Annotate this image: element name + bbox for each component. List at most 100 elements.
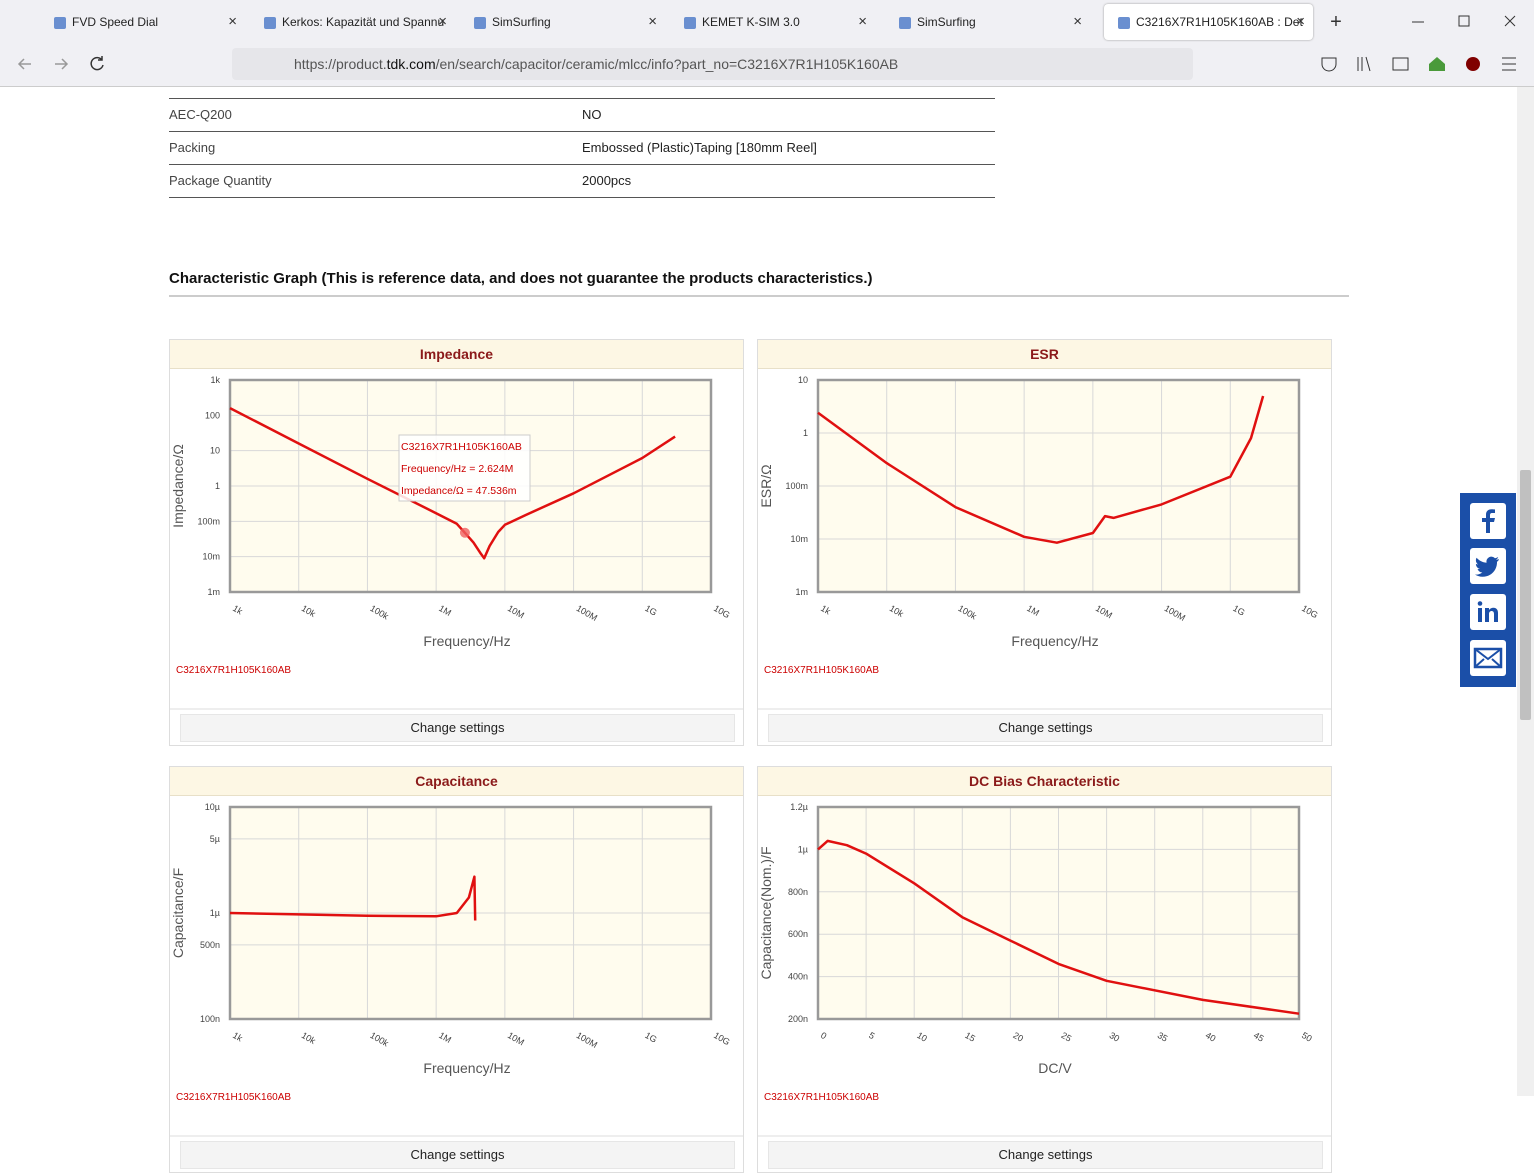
y-tick-label: 100n bbox=[200, 1014, 220, 1024]
x-tick-label: 100k bbox=[956, 603, 978, 622]
back[interactable] bbox=[17, 58, 31, 70]
series-line bbox=[817, 839, 1300, 1015]
row-value: NO bbox=[582, 107, 602, 122]
tab-close[interactable]: × bbox=[858, 13, 867, 30]
home[interactable] bbox=[1429, 57, 1445, 71]
x-tick-label: 35 bbox=[1156, 1030, 1170, 1044]
maximize[interactable] bbox=[1458, 15, 1470, 27]
pocket[interactable] bbox=[1321, 57, 1337, 72]
y-tick-label: 1 bbox=[215, 481, 220, 491]
x-tick-label: 100M bbox=[575, 1030, 599, 1050]
x-tick-label: 50 bbox=[1300, 1030, 1314, 1044]
x-tick-label: 1k bbox=[231, 1030, 245, 1044]
y-tick-label: 10m bbox=[202, 552, 220, 562]
x-tick-label: 1M bbox=[1025, 603, 1041, 618]
tab-close[interactable]: × bbox=[228, 13, 237, 30]
plot-border bbox=[228, 378, 713, 594]
tab-close[interactable]: × bbox=[648, 13, 657, 30]
y-axis-title: Capacitance(Nom.)/F bbox=[758, 846, 774, 979]
y-tick-label: 10 bbox=[210, 446, 220, 456]
table-row: Package Quantity 2000pcs bbox=[169, 164, 995, 198]
url-bar[interactable]: https://product.tdk.com/en/search/capaci… bbox=[232, 48, 1193, 80]
tooltip-line: C3216X7R1H105K160AB bbox=[401, 441, 522, 453]
y-tick-label: 1m bbox=[207, 587, 220, 597]
tab[interactable]: SimSurfing × bbox=[460, 4, 665, 40]
facebook-button[interactable] bbox=[1470, 503, 1506, 539]
change-settings-button[interactable]: Change settings bbox=[768, 714, 1323, 742]
x-tick-label: 1M bbox=[437, 603, 453, 618]
series-line bbox=[229, 875, 477, 921]
ublock[interactable] bbox=[1466, 57, 1480, 71]
menu[interactable] bbox=[1502, 57, 1516, 71]
tab[interactable]: Kerkos: Kapazität und Spannu × bbox=[250, 4, 455, 40]
linkedin-button[interactable] bbox=[1470, 594, 1506, 630]
twitter-button[interactable] bbox=[1470, 548, 1506, 584]
tab[interactable]: SimSurfing × bbox=[885, 4, 1090, 40]
tab-close[interactable]: × bbox=[438, 13, 447, 30]
url-scheme: https://product. bbox=[294, 56, 387, 72]
chart: 1k 10k 100k 1M 10M 100M 1G 10G 1m 10m 100m 1 10 ESR/Ω… bbox=[758, 375, 1331, 710]
tab[interactable]: KEMET K-SIM 3.0 × bbox=[670, 4, 875, 40]
tab-close[interactable]: × bbox=[1073, 13, 1082, 30]
change-settings-button[interactable]: Change settings bbox=[180, 1141, 735, 1169]
x-tick-label: 10M bbox=[506, 1030, 526, 1047]
x-tick-label: 10G bbox=[1300, 603, 1320, 620]
x-tick-label: 100k bbox=[368, 603, 390, 622]
library[interactable] bbox=[1357, 56, 1371, 72]
table-row: Packing Embossed (Plastic)Taping [180mm R… bbox=[169, 131, 995, 165]
x-tick-label: 10M bbox=[506, 603, 526, 620]
tab-title: Kerkos: Kapazität und Spannu bbox=[282, 15, 445, 29]
x-tick-label: 10G bbox=[712, 603, 732, 620]
new-tab[interactable]: + bbox=[1330, 11, 1342, 33]
chart-panel: 1k 10k 100k 1M 10M 100M 1G 10G 1m 10m 100m 1 10 100 1k… bbox=[169, 339, 744, 746]
tab[interactable]: FVD Speed Dial × bbox=[40, 4, 245, 40]
y-tick-label: 1µ bbox=[798, 844, 808, 854]
tab[interactable]: C3216X7R1H105K160AB : Det × bbox=[1104, 4, 1313, 40]
series-line bbox=[817, 395, 1265, 544]
tab-icon bbox=[899, 16, 911, 29]
browser-chrome: FVD Speed Dial × Kerkos: Kapazität und Spa… bbox=[0, 0, 1534, 87]
x-tick-label: 10G bbox=[712, 1030, 732, 1047]
x-tick-label: 30 bbox=[1108, 1030, 1122, 1044]
chart: 1k 10k 100k 1M 10M 100M 1G 10G 100n 500n 1µ 5µ 10µ Ca… bbox=[170, 802, 743, 1137]
row-label: Package Quantity bbox=[169, 173, 272, 188]
tab-close[interactable]: × bbox=[1296, 13, 1305, 30]
tab-title: SimSurfing bbox=[917, 15, 976, 29]
y-axis-title: Capacitance/F bbox=[170, 868, 186, 958]
y-tick-label: 5µ bbox=[210, 834, 220, 844]
legend-entry: C3216X7R1H105K160AB bbox=[176, 1092, 291, 1103]
url-path: /en/search/capacitor/ceramic/mlcc/info?p… bbox=[435, 56, 899, 72]
y-tick-label: 1m bbox=[795, 587, 808, 597]
x-tick-label: 25 bbox=[1060, 1030, 1074, 1044]
y-tick-label: 100m bbox=[197, 516, 220, 526]
y-tick-label: 1 bbox=[803, 428, 808, 438]
y-tick-label: 200n bbox=[788, 1014, 808, 1024]
x-tick-label: 100M bbox=[1163, 603, 1187, 623]
email-button[interactable] bbox=[1470, 640, 1506, 676]
scrollbar[interactable] bbox=[1517, 86, 1534, 1096]
tooltip bbox=[398, 434, 531, 502]
row-label: Packing bbox=[169, 140, 216, 155]
forward[interactable] bbox=[55, 58, 69, 70]
reload[interactable] bbox=[90, 56, 104, 71]
legend-entry: C3216X7R1H105K160AB bbox=[176, 665, 291, 676]
legend-entry: C3216X7R1H105K160AB bbox=[764, 665, 879, 676]
hover-point bbox=[459, 527, 470, 538]
y-tick-label: 10m bbox=[790, 534, 808, 544]
scroll-thumb[interactable] bbox=[1520, 470, 1531, 720]
change-settings-button[interactable]: Change settings bbox=[768, 1141, 1323, 1169]
x-tick-label: 1G bbox=[643, 603, 658, 618]
change-settings-button[interactable]: Change settings bbox=[180, 714, 735, 742]
section-title: Characteristic Graph (This is reference … bbox=[169, 270, 873, 287]
sidebar[interactable] bbox=[1392, 57, 1409, 71]
divider bbox=[169, 295, 1349, 297]
x-tick-label: 1k bbox=[819, 603, 833, 617]
chart-panel: 0 5 10 15 20 25 30 35 40 45 50 200n 400n 600n 800n 1µ 1.… bbox=[757, 766, 1332, 1173]
toolbar-icons: + bbox=[17, 11, 1516, 72]
plot-border bbox=[816, 378, 1301, 594]
x-axis-title: Frequency/Hz bbox=[423, 1060, 510, 1076]
x-tick-label: 10k bbox=[888, 603, 906, 619]
x-tick-label: 5 bbox=[867, 1030, 876, 1041]
tab-title: SimSurfing bbox=[492, 15, 551, 29]
close-window[interactable] bbox=[1504, 15, 1516, 27]
